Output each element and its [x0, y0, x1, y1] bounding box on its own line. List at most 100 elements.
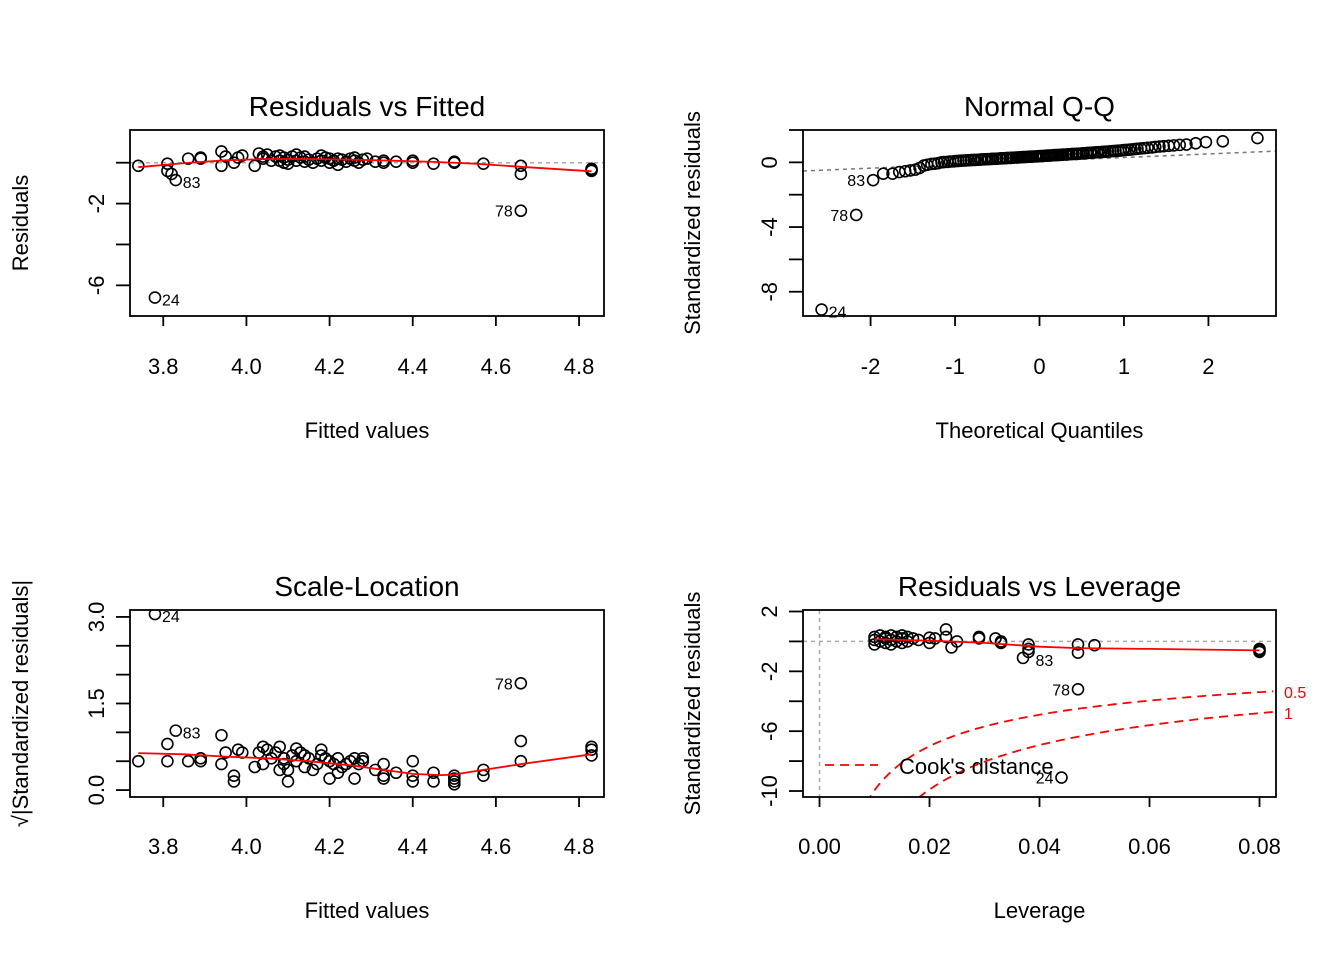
data-point	[227, 775, 241, 788]
data-point	[1216, 135, 1230, 148]
data-point	[1141, 141, 1154, 155]
data-point	[360, 152, 374, 165]
panel-normal-qq: Normal Q-Q Theoretical Quantiles Standardi…	[680, 91, 1277, 443]
data-point	[323, 772, 336, 785]
qq-reference-line	[803, 150, 1276, 172]
data-point	[939, 630, 953, 644]
y-tick-label: -10	[757, 775, 782, 807]
data-point	[406, 156, 420, 170]
data-point	[866, 173, 880, 187]
x-tick-label: 4.8	[564, 834, 595, 859]
y-tick-label: 1.5	[84, 688, 109, 719]
y-tick-label: -2	[757, 662, 782, 682]
data-point	[427, 775, 440, 788]
data-point	[1071, 638, 1085, 651]
data-point	[1022, 638, 1035, 651]
cooks-distance-contour	[868, 690, 1274, 797]
point-label: 83	[183, 726, 201, 743]
point-label: 24	[162, 609, 180, 626]
point-label: 78	[495, 676, 513, 693]
y-tick-label: 0	[757, 156, 782, 168]
data-point	[369, 155, 382, 168]
x-tick-label: 0	[1033, 354, 1045, 379]
plot-frame	[802, 129, 1277, 317]
chart-title: Normal Q-Q	[964, 91, 1115, 122]
data-point	[886, 167, 899, 180]
data-point	[923, 631, 936, 644]
x-tick-label: 4.4	[397, 834, 428, 859]
data-point	[377, 757, 390, 771]
point-label: 78	[495, 204, 513, 221]
data-point	[1088, 638, 1101, 652]
data-point	[514, 676, 528, 690]
data-point	[937, 155, 951, 169]
x-tick-label: 3.8	[148, 354, 179, 379]
data-point	[235, 149, 249, 162]
data-point	[169, 173, 183, 187]
x-tick-label: 4.0	[231, 354, 262, 379]
data-point	[215, 728, 228, 742]
panel-resid-fitted: Residuals vs Fitted Fitted values Residual…	[8, 91, 605, 443]
data-point	[406, 775, 420, 788]
y-tick-label: 3.0	[84, 602, 109, 633]
data-point	[1153, 140, 1166, 153]
data-point	[1167, 139, 1181, 152]
panel-resid-leverage: Residuals vs Leverage Leverage Standardize…	[680, 571, 1306, 923]
y-tick-label: -2	[84, 194, 109, 214]
data-point	[1157, 139, 1170, 153]
x-axis-label: Fitted values	[305, 418, 430, 443]
x-tick-label: 2	[1202, 354, 1214, 379]
data-point	[219, 150, 232, 163]
x-tick-label: 0.00	[798, 834, 841, 859]
data-point	[1119, 143, 1132, 157]
x-axis-label: Theoretical Quantiles	[936, 418, 1144, 443]
chart-title: Residuals vs Fitted	[249, 91, 486, 122]
x-tick-label: 4.6	[481, 354, 512, 379]
data-point	[227, 769, 241, 782]
data-point	[1173, 138, 1187, 152]
data-point	[194, 752, 207, 765]
point-label: 83	[847, 173, 865, 190]
data-point	[306, 156, 320, 170]
point-label: 78	[1052, 682, 1070, 699]
data-point	[1253, 645, 1266, 659]
data-point	[219, 746, 232, 759]
point-label: 83	[183, 175, 201, 192]
data-point	[132, 754, 145, 768]
y-axis-label: √|Standardized residuals|	[8, 580, 33, 827]
y-tick-label: -4	[757, 217, 782, 237]
point-label: 78	[830, 208, 848, 225]
data-point	[1055, 771, 1068, 784]
y-tick-label: -8	[757, 282, 782, 302]
chart-title: Residuals vs Leverage	[898, 571, 1181, 602]
data-point	[406, 769, 420, 782]
x-tick-label: 4.6	[481, 834, 512, 859]
data-point	[215, 757, 228, 771]
plot-area	[803, 131, 1276, 316]
data-point	[514, 754, 528, 768]
point-label: 24	[829, 305, 847, 322]
data-point	[281, 775, 295, 788]
data-point	[585, 163, 598, 177]
x-tick-label: 4.4	[397, 354, 428, 379]
data-point	[302, 752, 316, 765]
x-tick-label: 4.2	[314, 834, 345, 859]
x-tick-label: 0.08	[1238, 834, 1281, 859]
plot-frame	[129, 129, 605, 317]
y-axis-label: Standardized residuals	[680, 111, 705, 335]
data-point	[248, 760, 262, 774]
cooks-level-label: 0.5	[1284, 685, 1306, 702]
panel-scale-location: Scale-Location Fitted values √|Standardize…	[8, 571, 605, 923]
x-tick-label: 0.04	[1018, 834, 1061, 859]
data-point	[1071, 682, 1085, 696]
data-point	[514, 167, 528, 181]
data-point	[148, 610, 162, 621]
data-point	[181, 152, 195, 165]
data-point	[514, 204, 528, 218]
data-point	[1180, 138, 1193, 151]
data-point	[181, 754, 195, 768]
y-tick-label: -6	[757, 721, 782, 741]
data-point	[972, 632, 986, 645]
data-point	[148, 291, 162, 304]
x-axis-label: Leverage	[994, 898, 1086, 923]
